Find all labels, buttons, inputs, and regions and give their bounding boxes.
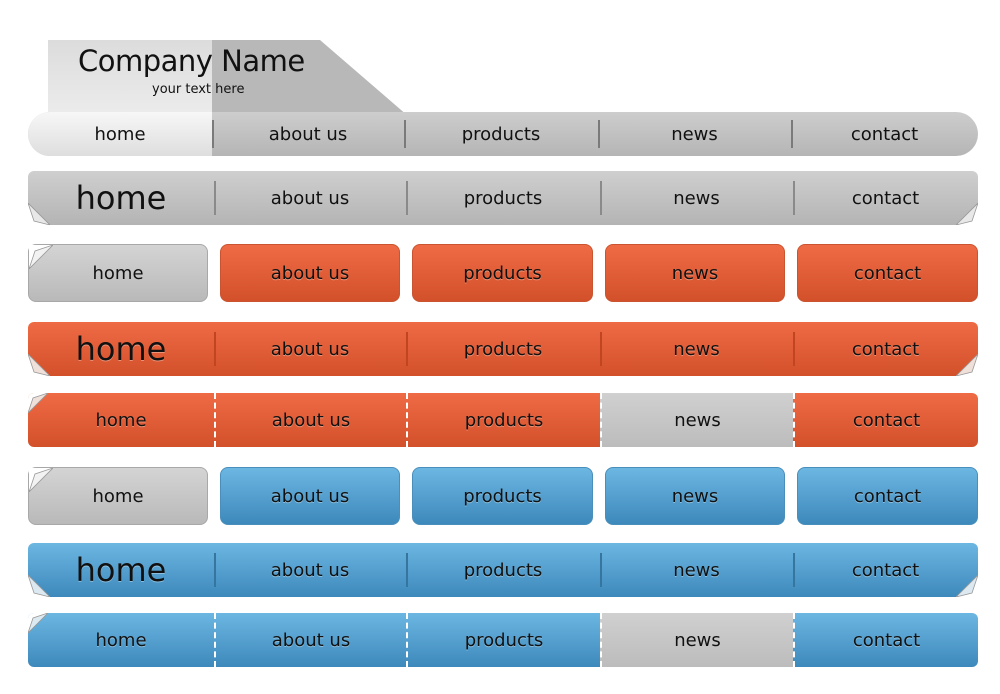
menu-bar-3: home about us products news contact — [28, 244, 978, 302]
menu-bar-7: home about us products news contact — [28, 543, 978, 597]
menu1-about-us[interactable]: about us — [212, 112, 404, 156]
page-curl-icon — [956, 575, 978, 597]
logo-tab-shape — [48, 40, 408, 116]
menu4-contact[interactable]: contact — [793, 322, 978, 376]
menu6-home-label: home — [92, 485, 144, 507]
menu4-about-us[interactable]: about us — [214, 322, 406, 376]
menu1-contact[interactable]: contact — [791, 112, 978, 156]
page-curl-icon — [29, 468, 53, 492]
menu-bar-8: home about us products news contact — [28, 613, 978, 667]
menu6-news[interactable]: news — [605, 467, 785, 525]
menu-bar-5: home about us products news contact — [28, 393, 978, 447]
menu8-news[interactable]: news — [600, 613, 793, 667]
menu3-products[interactable]: products — [412, 244, 593, 302]
menu2-contact[interactable]: contact — [793, 171, 978, 225]
menu6-about-us[interactable]: about us — [220, 467, 400, 525]
menu5-contact[interactable]: contact — [793, 393, 978, 447]
company-tagline: your text here — [152, 82, 245, 97]
page-curl-icon — [956, 203, 978, 225]
menu5-home[interactable]: home — [95, 409, 147, 431]
menu8-home[interactable]: home — [95, 629, 147, 651]
menu3-contact[interactable]: contact — [797, 244, 978, 302]
menu1-products[interactable]: products — [404, 112, 598, 156]
menu2-products[interactable]: products — [406, 171, 600, 225]
menu2-news[interactable]: news — [600, 171, 793, 225]
menu-bar-4: home about us products news contact — [28, 322, 978, 376]
menu3-about-us[interactable]: about us — [220, 244, 400, 302]
menu-bar-1: home about us products news contact — [28, 112, 978, 156]
menu8-contact[interactable]: contact — [793, 613, 978, 667]
page-curl-icon — [28, 393, 48, 413]
menu7-about-us[interactable]: about us — [214, 543, 406, 597]
menu2-home[interactable]: home — [75, 179, 167, 217]
page-curl-icon — [28, 354, 50, 376]
menu3-home-label: home — [92, 262, 144, 284]
menu5-products[interactable]: products — [406, 393, 600, 447]
page-curl-icon — [28, 613, 48, 633]
page-curl-icon — [28, 203, 50, 225]
page-curl-icon — [28, 575, 50, 597]
menu-bar-6: home about us products news contact — [28, 467, 978, 525]
menu7-home[interactable]: home — [75, 551, 167, 589]
page-curl-icon — [29, 245, 53, 269]
menu5-news[interactable]: news — [600, 393, 793, 447]
logo-tab — [48, 40, 408, 116]
menu7-products[interactable]: products — [406, 543, 600, 597]
company-name: Company Name — [78, 44, 305, 78]
menu4-home[interactable]: home — [75, 330, 167, 368]
menu-bar-2: home about us products news contact — [28, 171, 978, 225]
menu5-about-us[interactable]: about us — [214, 393, 406, 447]
menu1-news[interactable]: news — [598, 112, 791, 156]
menu4-news[interactable]: news — [600, 322, 793, 376]
menu8-products[interactable]: products — [406, 613, 600, 667]
menu6-contact[interactable]: contact — [797, 467, 978, 525]
menu6-products[interactable]: products — [412, 467, 593, 525]
menu3-news[interactable]: news — [605, 244, 785, 302]
menu7-news[interactable]: news — [600, 543, 793, 597]
menu3-home[interactable]: home — [28, 244, 208, 302]
menu8-about-us[interactable]: about us — [214, 613, 406, 667]
menu2-about-us[interactable]: about us — [214, 171, 406, 225]
menu6-home[interactable]: home — [28, 467, 208, 525]
menu1-home[interactable]: home — [28, 112, 212, 156]
page-curl-icon — [956, 354, 978, 376]
menu7-contact[interactable]: contact — [793, 543, 978, 597]
menu4-products[interactable]: products — [406, 322, 600, 376]
